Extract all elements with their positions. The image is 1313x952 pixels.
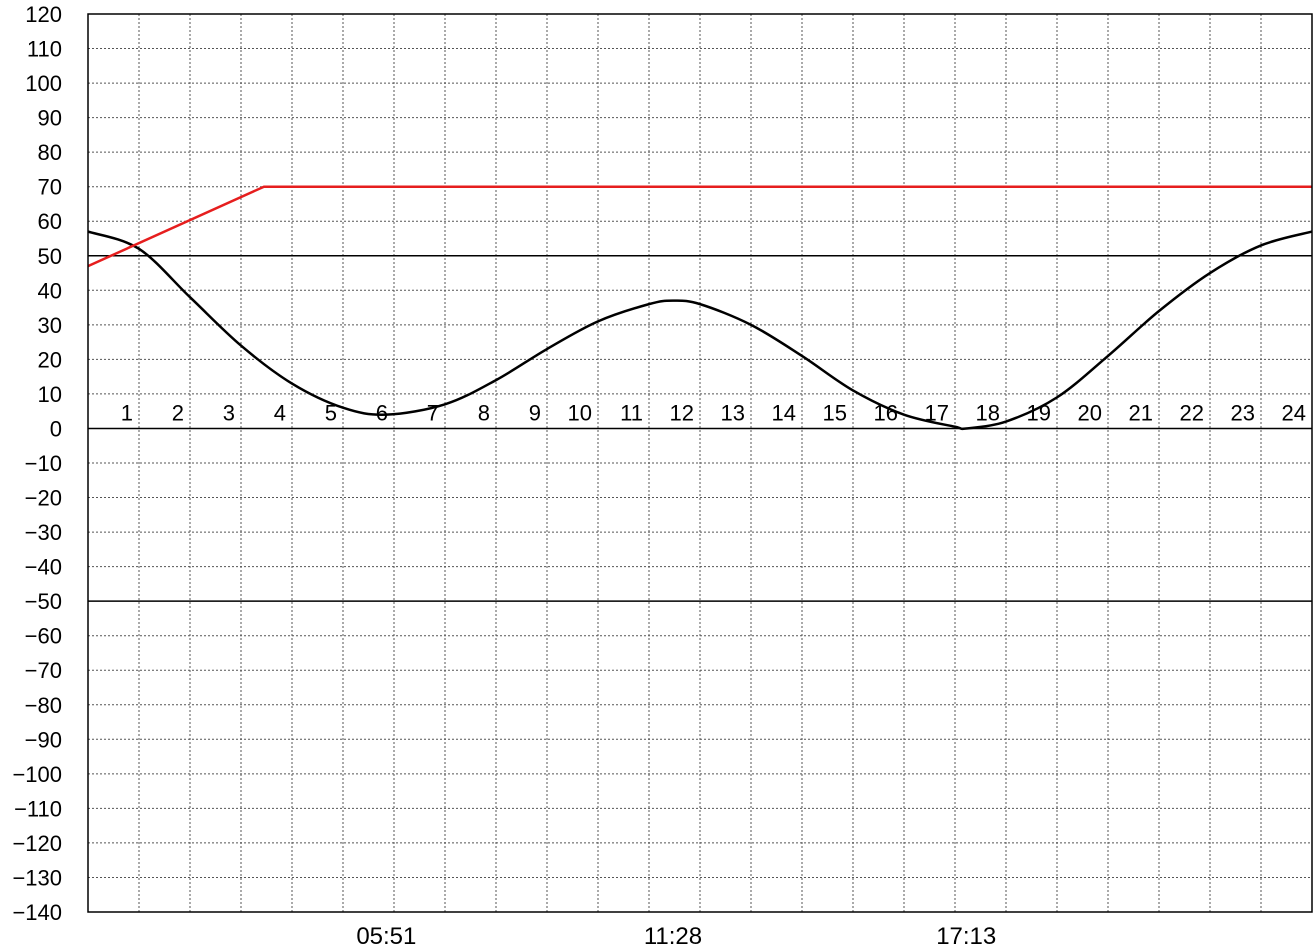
reference-lines bbox=[88, 255, 1312, 602]
hour-label: 19 bbox=[1027, 400, 1051, 425]
y-tick-label: −70 bbox=[25, 658, 62, 683]
hour-label: 10 bbox=[568, 400, 592, 425]
y-tick-label: −10 bbox=[25, 451, 62, 476]
y-tick-label: 20 bbox=[38, 347, 62, 372]
hour-label: 24 bbox=[1282, 400, 1306, 425]
time-labels: 05:51 11:28 17:13 bbox=[356, 923, 996, 950]
hour-label: 6 bbox=[376, 400, 388, 425]
y-tick-label: −80 bbox=[25, 693, 62, 718]
plot-frame bbox=[87, 13, 1313, 913]
y-tick-label: −140 bbox=[12, 900, 62, 925]
hour-label: 1 bbox=[121, 400, 133, 425]
grid bbox=[88, 14, 1312, 912]
hour-label: 15 bbox=[823, 400, 847, 425]
hour-label: 14 bbox=[772, 400, 796, 425]
y-tick-label: 80 bbox=[38, 140, 62, 165]
y-tick-label: −50 bbox=[25, 589, 62, 614]
hour-label: 3 bbox=[223, 400, 235, 425]
hour-label: 13 bbox=[721, 400, 745, 425]
y-tick-label: −130 bbox=[12, 865, 62, 890]
y-tick-label: 50 bbox=[38, 244, 62, 269]
y-tick-label: 10 bbox=[38, 382, 62, 407]
y-tick-label: −110 bbox=[14, 796, 62, 821]
y-tick-label: −120 bbox=[12, 831, 62, 856]
y-tick-label: −100 bbox=[12, 762, 62, 787]
time-label: 17:13 bbox=[936, 923, 996, 950]
hour-label: 21 bbox=[1129, 400, 1153, 425]
y-tick-label: 120 bbox=[25, 2, 62, 27]
y-tick-labels: 1201101009080706050403020100−10−20−30−40… bbox=[12, 2, 62, 925]
hour-label: 18 bbox=[976, 400, 1000, 425]
hour-label: 16 bbox=[874, 400, 898, 425]
y-tick-label: 70 bbox=[38, 175, 62, 200]
tide-curve bbox=[87, 230, 1313, 431]
time-label: 11:28 bbox=[644, 923, 702, 950]
hour-label: 7 bbox=[427, 400, 439, 425]
y-tick-label: −30 bbox=[25, 520, 62, 545]
y-tick-label: −60 bbox=[25, 624, 62, 649]
hour-labels: 1 2 3 4 5 6 7 8 9 10 11 12 13 14 15 16 17 18 19 20 21 22 23 24 bbox=[121, 400, 1306, 425]
y-tick-label: 30 bbox=[38, 313, 62, 338]
hour-label: 9 bbox=[529, 400, 541, 425]
y-tick-label: 40 bbox=[38, 278, 62, 303]
hour-label: 4 bbox=[274, 400, 286, 425]
hour-label: 23 bbox=[1231, 400, 1255, 425]
hour-label: 22 bbox=[1180, 400, 1204, 425]
time-label: 05:51 bbox=[356, 923, 416, 950]
y-tick-label: 90 bbox=[38, 106, 62, 131]
y-tick-label: 100 bbox=[25, 71, 62, 96]
series-lines bbox=[87, 185, 1313, 431]
y-tick-label: 0 bbox=[50, 416, 62, 441]
hour-label: 17 bbox=[925, 400, 949, 425]
hour-label: 5 bbox=[325, 400, 337, 425]
y-tick-label: −90 bbox=[25, 727, 62, 752]
y-tick-label: −20 bbox=[25, 486, 62, 511]
y-tick-label: 110 bbox=[27, 37, 62, 62]
hour-label: 12 bbox=[670, 400, 694, 425]
hour-label: 8 bbox=[478, 400, 490, 425]
plot-border bbox=[87, 13, 1313, 913]
y-tick-label: 60 bbox=[38, 209, 62, 234]
red-level-line bbox=[87, 185, 1312, 268]
hour-label: 2 bbox=[172, 400, 184, 425]
hour-label: 20 bbox=[1078, 400, 1102, 425]
hour-label: 11 bbox=[620, 400, 643, 425]
y-tick-label: −40 bbox=[25, 555, 62, 580]
